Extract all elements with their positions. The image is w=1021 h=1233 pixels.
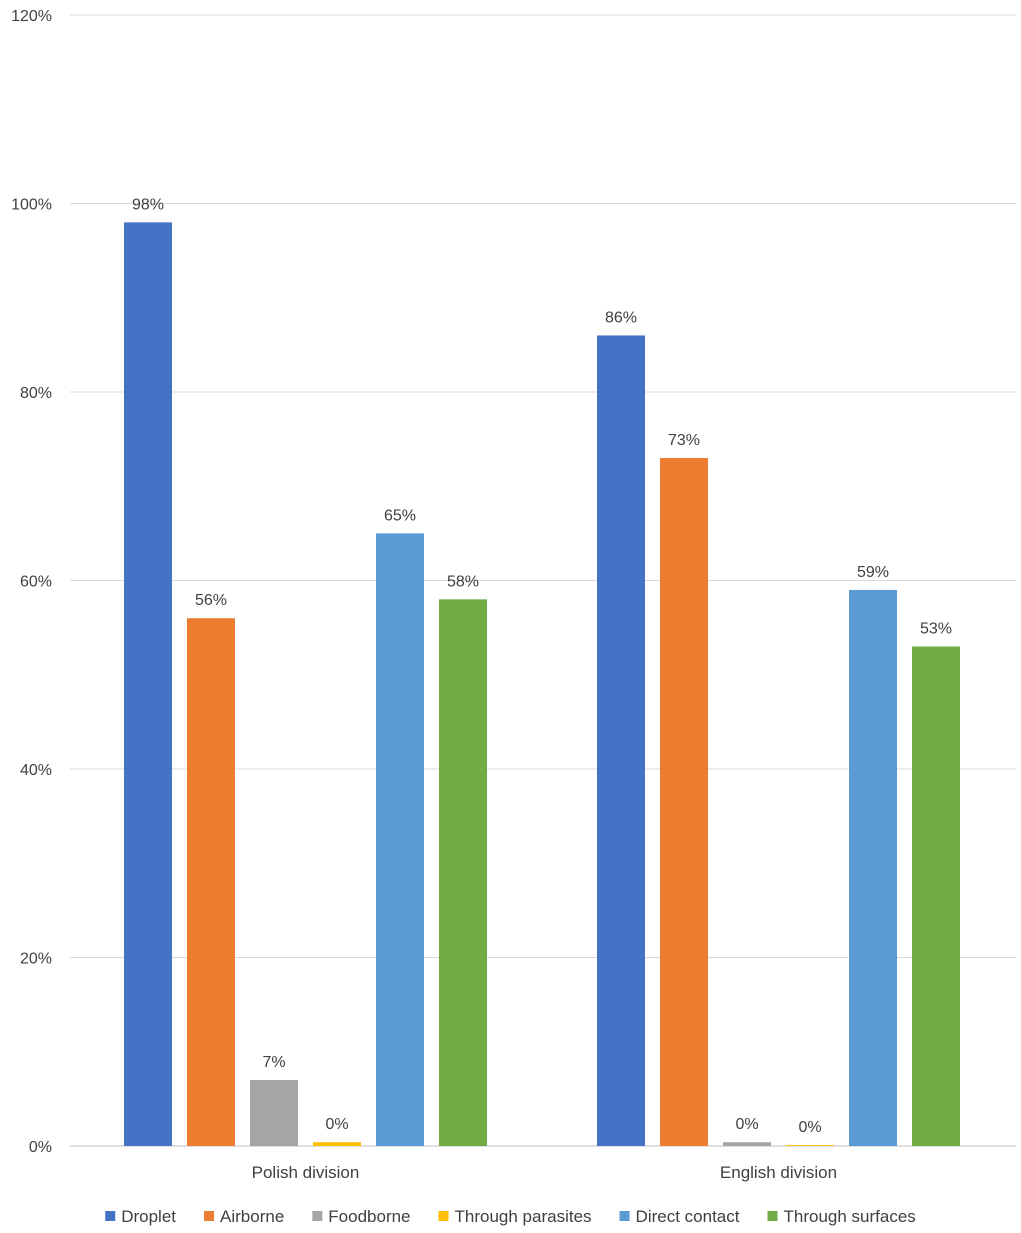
x-category-label: English division: [720, 1163, 837, 1182]
bar: [124, 222, 172, 1147]
data-label: 56%: [195, 592, 227, 609]
y-tick-label: 120%: [11, 8, 52, 25]
data-label: 59%: [857, 564, 889, 581]
x-axis-categories: Polish division English division: [252, 1163, 837, 1182]
legend-swatch: [438, 1211, 449, 1221]
data-label: 7%: [262, 1054, 285, 1071]
y-tick-label: 20%: [20, 951, 52, 968]
legend-swatch: [312, 1211, 323, 1221]
y-tick-label: 100%: [11, 197, 52, 214]
bar: [376, 533, 424, 1146]
legend-label: Direct contact: [636, 1207, 740, 1226]
legend-label: Through surfaces: [783, 1207, 915, 1226]
data-label: 0%: [735, 1116, 758, 1133]
y-axis-ticks: 0% 20% 40% 60% 80% 100% 120%: [11, 8, 52, 1156]
y-tick-label: 40%: [20, 762, 52, 779]
legend-label: Airborne: [220, 1207, 284, 1226]
legend-swatch: [767, 1211, 778, 1221]
legend-swatch: [619, 1211, 630, 1221]
data-label: 0%: [325, 1116, 348, 1133]
bar: [250, 1080, 298, 1146]
bar: [723, 1142, 771, 1146]
data-label: 98%: [132, 196, 164, 213]
bar: [439, 599, 487, 1146]
bar: [313, 1142, 361, 1146]
data-label: 53%: [920, 620, 952, 637]
bar: [187, 618, 235, 1146]
y-tick-label: 60%: [20, 574, 52, 591]
data-label: 86%: [605, 309, 637, 326]
legend-swatch: [204, 1211, 215, 1221]
bars: [124, 222, 960, 1147]
bar: [786, 1145, 834, 1146]
data-label: 73%: [668, 432, 700, 449]
legend-label: Foodborne: [328, 1207, 410, 1226]
legend-swatch: [105, 1211, 116, 1221]
legend: Droplet Airborne Foodborne Through parasite…: [105, 1207, 916, 1226]
y-tick-label: 0%: [29, 1139, 52, 1156]
bar: [597, 335, 645, 1146]
data-label: 58%: [447, 573, 479, 590]
y-tick-label: 80%: [20, 385, 52, 402]
data-labels: 98% 56% 7% 0% 65% 58% 86% 73% 0% 0% 59% 53%: [132, 196, 952, 1136]
legend-label: Droplet: [121, 1207, 176, 1226]
bar: [849, 589, 897, 1146]
data-label: 65%: [384, 507, 416, 524]
bar: [912, 646, 960, 1146]
bar: [660, 457, 708, 1147]
x-category-label: Polish division: [252, 1163, 360, 1182]
data-label: 0%: [798, 1119, 821, 1136]
legend-label: Through parasites: [455, 1207, 592, 1226]
